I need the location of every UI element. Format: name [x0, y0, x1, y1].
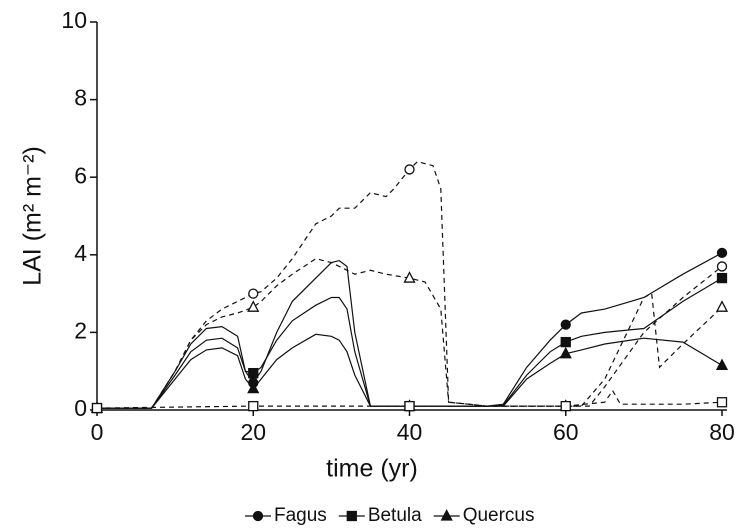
legend-label: Quercus [463, 505, 535, 526]
series-line [97, 161, 723, 409]
legend-marker [346, 510, 357, 522]
marker [560, 336, 571, 348]
marker [716, 397, 728, 408]
x-axis-title: time (yr) [326, 455, 418, 483]
series-line [97, 258, 723, 409]
marker [715, 300, 729, 312]
series-line [96, 389, 723, 409]
marker [560, 319, 571, 330]
legend: Fagus Betula Quercus [245, 505, 535, 526]
marker [404, 400, 415, 412]
legend-marker [252, 510, 264, 522]
y-tick-label: 2 [74, 317, 87, 343]
y-tick-label: 10 [61, 7, 87, 33]
x-tick-label: 60 [553, 419, 579, 445]
legend-marker [440, 509, 453, 521]
marker [247, 300, 260, 312]
legend-label: Betula [368, 505, 422, 526]
marker [248, 400, 259, 412]
x-tick-label: 40 [397, 419, 423, 445]
marker [560, 400, 571, 412]
marker [715, 358, 729, 371]
marker [404, 164, 415, 175]
marker [403, 271, 416, 283]
x-tick-label: 0 [91, 419, 104, 445]
series-line [97, 333, 723, 409]
legend-label: Fagus [274, 505, 327, 526]
y-axis-title: LAI (m² m⁻²) [19, 146, 47, 286]
marker [716, 261, 728, 272]
marker [716, 272, 728, 284]
series-line [97, 277, 723, 409]
x-tick-label: 80 [709, 419, 735, 445]
y-tick-label: 6 [74, 162, 87, 188]
marker [248, 367, 259, 379]
y-tick-label: 4 [74, 240, 87, 266]
marker [716, 247, 728, 259]
y-tick-label: 8 [74, 85, 87, 111]
marker [559, 346, 572, 359]
marker [248, 288, 259, 299]
marker [91, 402, 103, 414]
y-tick-label: 0 [74, 395, 87, 421]
x-tick-label: 20 [240, 419, 266, 445]
marker [247, 381, 260, 394]
